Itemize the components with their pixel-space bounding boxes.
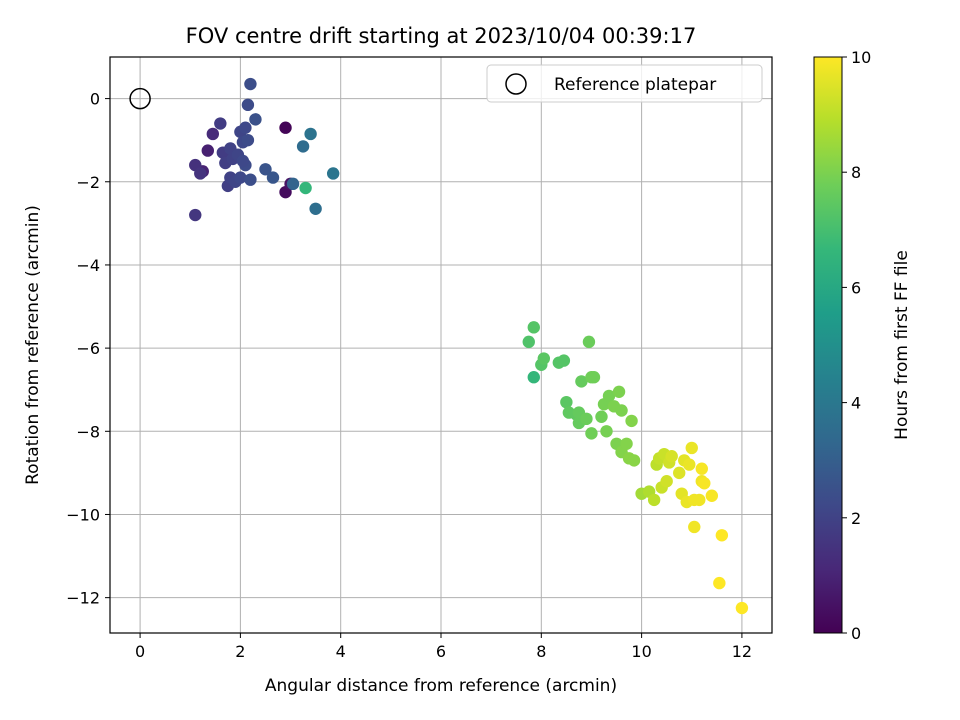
data-point [304,127,317,141]
x-axis-label: Angular distance from reference (arcmin) [265,676,617,696]
data-point [201,144,214,157]
legend: Reference platepar [486,64,763,103]
data-point [715,529,729,542]
x-tick-label: 12 [732,642,752,661]
data-point [665,450,678,463]
plot-points [189,77,749,615]
data-point [194,167,207,180]
data-point [673,466,686,480]
x-tick-label: 2 [235,642,245,661]
data-point [620,437,633,450]
data-point [585,427,598,440]
chart-title: FOV centre drift starting at 2023/10/04 … [186,24,697,48]
data-point [296,140,310,153]
data-point [615,404,628,417]
data-point [522,335,535,349]
data-point [560,395,573,409]
data-point [735,601,749,615]
data-point [266,171,280,184]
data-point [537,352,551,365]
data-point [326,167,340,180]
x-tick-label: 6 [436,642,446,661]
data-point [299,181,312,195]
data-point [527,371,540,384]
data-point [241,133,255,147]
data-point [688,520,701,534]
x-tick-label: 0 [135,642,145,661]
data-point [600,425,613,438]
y-tick-label: 0 [90,90,100,109]
legend-box [486,64,763,103]
y-tick-label: −2 [76,173,100,192]
data-point [236,154,250,168]
data-point [214,117,227,130]
data-point [244,173,257,186]
x-tick-label: 8 [536,642,546,661]
data-point [309,202,322,215]
reference-platepar-point [129,87,151,110]
colorbar-tick-label: 6 [851,278,861,297]
data-point [244,77,257,91]
colorbar-tick-label: 8 [851,163,861,182]
data-point [249,113,262,126]
colorbar [813,56,843,634]
data-point [582,335,596,349]
x-axis-ticks: 0 2 4 6 8 10 12 [135,633,752,661]
colorbar-tick-label: 4 [851,394,861,413]
y-tick-label: −12 [66,589,100,608]
colorbar-tick-label: 10 [851,48,871,67]
plot-grid [110,57,772,633]
data-point [557,354,571,367]
data-point [239,121,252,134]
colorbar-tick-label: 2 [851,509,861,528]
data-point [693,493,706,507]
data-point [705,489,719,502]
y-axis-ticks: 0 −2 −4 −6 −8 −10 −12 [66,90,110,608]
data-point [612,385,626,398]
data-point [660,475,673,488]
data-point [713,576,726,590]
reference-marker [129,87,151,110]
data-point [627,454,641,467]
colorbar-tick-label: 0 [851,624,861,643]
data-point [279,121,292,134]
y-tick-label: −8 [76,422,100,441]
data-point [683,458,696,471]
data-point [685,441,698,455]
data-point [259,163,272,176]
data-point [595,410,608,423]
x-tick-label: 10 [631,642,651,661]
data-point [234,171,247,184]
y-tick-label: −6 [76,339,100,358]
y-tick-label: −10 [66,505,100,524]
x-tick-label: 4 [336,642,346,661]
data-point [602,389,616,403]
data-point [189,208,202,222]
colorbar-label: Hours from first FF file [892,250,912,440]
colorbar-ticks: 0 2 4 6 8 10 [842,48,871,643]
data-point [698,477,711,490]
data-point [206,127,220,141]
data-point [241,98,255,112]
data-point [625,414,638,428]
y-tick-label: −4 [76,256,100,275]
y-axis-label: Rotation from reference (arcmin) [23,205,43,485]
data-point [575,375,588,388]
data-point [580,412,593,426]
data-point [286,177,300,191]
legend-marker-reference [505,73,527,95]
data-point [527,321,540,334]
legend-label-reference: Reference platepar [554,75,716,95]
data-point [587,371,601,384]
data-point [647,493,661,507]
data-point [695,462,708,475]
